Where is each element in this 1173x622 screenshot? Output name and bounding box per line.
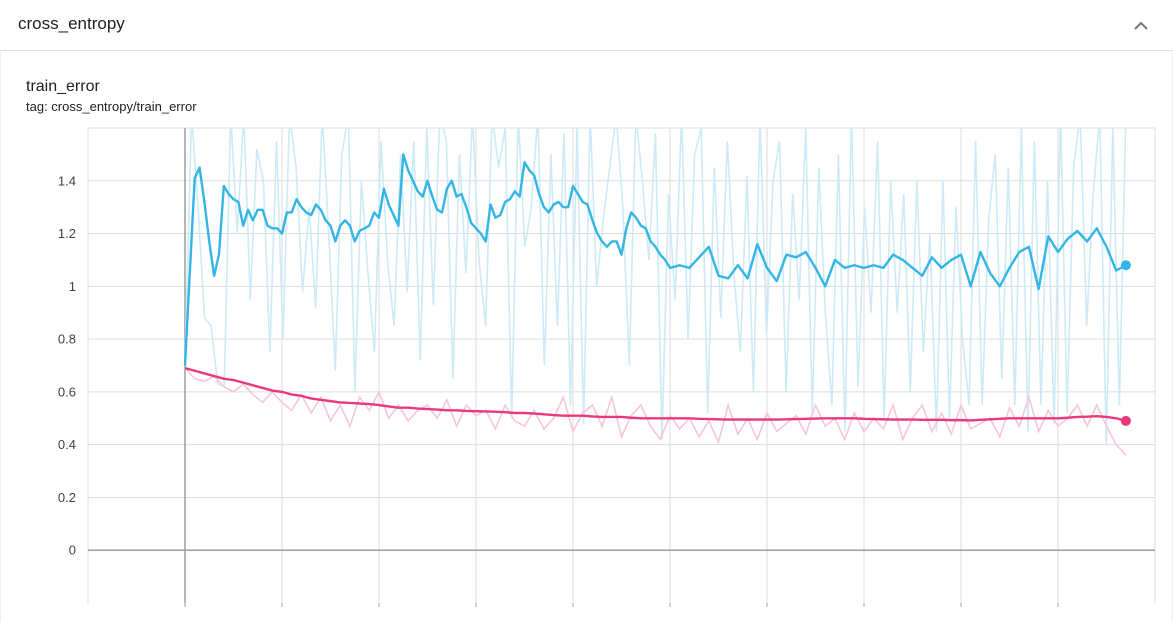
panel-title: train_error: [26, 78, 100, 95]
card-title: cross_entropy: [18, 14, 125, 33]
raw-series-line: [184, 367, 1127, 456]
chevron-up-icon: [1134, 21, 1148, 30]
y-tick-label: 1.2: [58, 226, 76, 241]
series-end-point: [1120, 415, 1131, 426]
card-header: cross_entropy: [0, 0, 1173, 51]
y-tick-label: 0.6: [58, 384, 76, 399]
smoothed-series-line: [183, 153, 1127, 366]
y-tick-label: 0.4: [58, 437, 76, 452]
collapse-button[interactable]: [1128, 12, 1154, 38]
smoothed-series-line: [184, 366, 1127, 423]
raw-series-line: [184, 128, 1127, 445]
y-tick-label: 0: [69, 543, 76, 558]
y-tick-label: 1: [69, 279, 76, 294]
y-tick-label: 0.2: [58, 490, 76, 505]
panel-border: [0, 51, 1, 622]
y-tick-label: 1.4: [58, 173, 76, 188]
series-end-point: [1120, 260, 1131, 271]
y-tick-label: 0.8: [58, 332, 76, 347]
panel-tag: tag: cross_entropy/train_error: [26, 99, 197, 114]
